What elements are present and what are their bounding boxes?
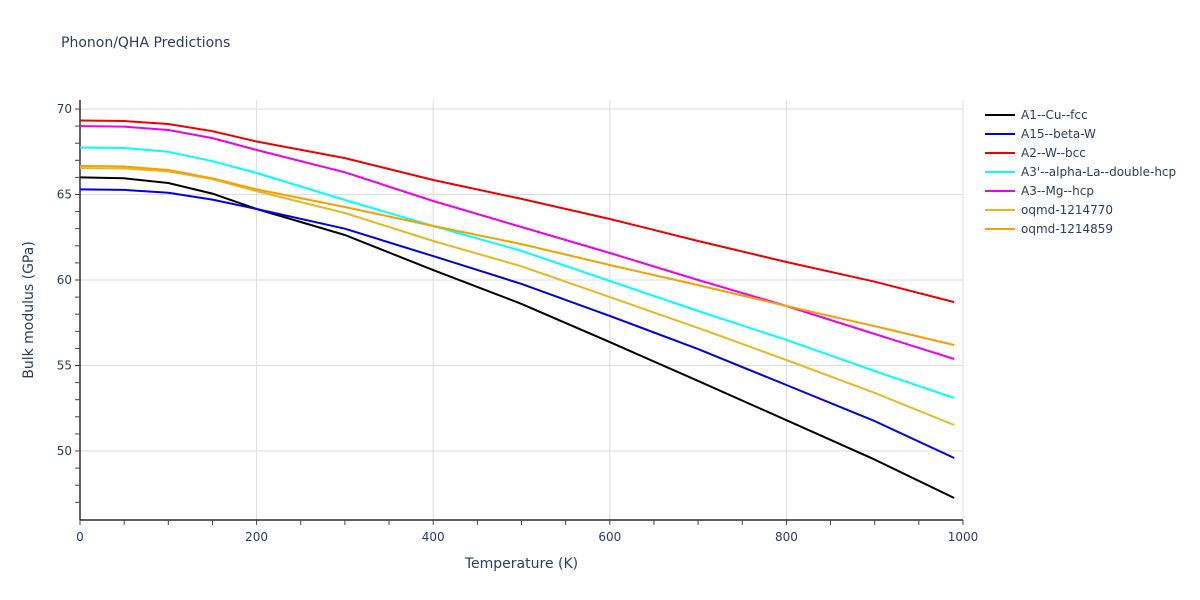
legend-swatch-icon — [985, 132, 1015, 135]
x-axis-title: Temperature (K) — [464, 556, 578, 572]
y-tick-label: 60 — [57, 273, 72, 287]
legend-swatch-icon — [985, 227, 1015, 230]
y-tick-label: 70 — [57, 102, 72, 116]
legend-label: A1--Cu--fcc — [1021, 107, 1088, 122]
y-tick-label: 65 — [57, 188, 72, 202]
series-line[interactable] — [79, 176, 955, 499]
legend-item[interactable]: A2--W--bcc — [985, 143, 1176, 162]
legend-swatch-icon — [985, 151, 1015, 154]
legend-swatch-icon — [985, 189, 1015, 192]
legend-label: oqmd-1214770 — [1021, 202, 1114, 217]
series-line[interactable] — [79, 146, 955, 399]
y-tick-label: 50 — [57, 444, 72, 458]
chart-title: Phonon/QHA Predictions — [61, 35, 231, 51]
x-tick-label: 600 — [598, 530, 621, 544]
legend-item[interactable]: A1--Cu--fcc — [985, 105, 1176, 124]
x-tick-label: 800 — [775, 530, 798, 544]
series-line[interactable] — [79, 167, 955, 426]
y-tick-label: 55 — [57, 359, 72, 373]
legend-swatch-icon — [985, 113, 1015, 116]
legend-item[interactable]: A3'--alpha-La--double-hcp — [985, 162, 1176, 181]
legend-item[interactable]: oqmd-1214859 — [985, 219, 1176, 238]
legend-label: oqmd-1214859 — [1021, 221, 1114, 236]
series-line[interactable] — [79, 188, 955, 459]
legend-label: A15--beta-W — [1021, 126, 1096, 141]
series-line[interactable] — [79, 119, 955, 304]
legend-item[interactable]: A15--beta-W — [985, 124, 1176, 143]
legend-item[interactable]: oqmd-1214770 — [985, 200, 1176, 219]
y-axis-title: Bulk modulus (GPa) — [21, 241, 37, 379]
legend-swatch-icon — [985, 170, 1015, 173]
legend-label: A3'--alpha-La--double-hcp — [1021, 164, 1177, 179]
legend-label: A3--Mg--hcp — [1021, 183, 1094, 198]
legend-item[interactable]: A3--Mg--hcp — [985, 181, 1176, 200]
legend-label: A2--W--bcc — [1021, 145, 1086, 160]
x-tick-label: 200 — [245, 530, 268, 544]
x-tick-label: 1000 — [948, 530, 979, 544]
legend-swatch-icon — [985, 208, 1015, 211]
x-tick-label: 0 — [76, 530, 84, 544]
series-line[interactable] — [79, 164, 955, 346]
legend: A1--Cu--fcc A15--beta-W A2--W--bcc A3'--alp… — [985, 105, 1176, 238]
x-tick-label: 400 — [422, 530, 445, 544]
